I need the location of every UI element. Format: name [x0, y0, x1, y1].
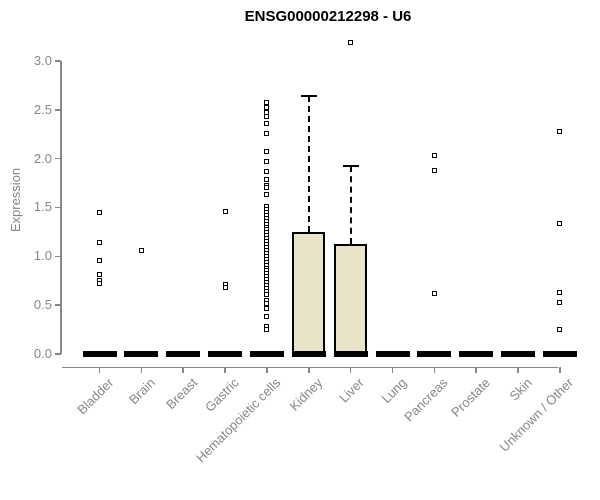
outlier-marker	[97, 240, 102, 246]
y-tick	[55, 206, 61, 209]
outlier-marker	[431, 167, 437, 173]
y-tick	[55, 304, 61, 306]
y-tick-label: 2.5	[33, 101, 52, 117]
y-tick	[55, 255, 61, 258]
outlier-marker	[264, 120, 270, 126]
outlier-marker	[264, 130, 270, 136]
x-tick	[559, 367, 561, 373]
zero-bar	[291, 351, 326, 357]
zero-bar	[333, 351, 368, 357]
outlier-marker	[557, 128, 563, 134]
y-tick-label: 2.0	[33, 150, 52, 166]
outlier-marker	[97, 257, 102, 263]
outlier-marker	[348, 39, 354, 45]
whisker	[307, 96, 310, 232]
outlier-marker	[264, 105, 270, 111]
outlier-marker	[431, 290, 437, 296]
x-tick-label: Liver	[336, 375, 368, 406]
outlier-marker	[264, 300, 270, 306]
boxplot-box	[292, 231, 326, 354]
whisker	[349, 166, 352, 244]
outlier-marker	[557, 299, 563, 305]
y-tick	[55, 109, 61, 111]
x-tick	[517, 367, 519, 373]
zero-bar	[417, 351, 452, 357]
outlier-marker	[557, 289, 563, 295]
outlier-marker	[557, 327, 563, 333]
outlier-marker	[264, 291, 270, 297]
y-tick	[55, 60, 61, 62]
y-tick-label: 0.0	[33, 346, 52, 361]
outlier-marker	[431, 153, 437, 159]
x-tick	[224, 367, 226, 373]
zero-bar	[542, 351, 577, 357]
whisker-cap	[342, 165, 359, 168]
outlier-marker	[97, 281, 102, 287]
outlier-marker	[264, 327, 270, 333]
zero-bar	[208, 351, 243, 357]
x-axis-line	[62, 366, 558, 368]
x-tick	[349, 367, 352, 373]
outlier-marker	[264, 305, 270, 311]
outlier-marker	[264, 176, 270, 182]
outlier-marker	[97, 272, 102, 278]
zero-bar	[459, 351, 494, 357]
x-tick	[475, 367, 477, 373]
outlier-marker	[264, 100, 270, 106]
outlier-marker	[222, 285, 228, 291]
x-tick-label: Pancreas	[401, 375, 451, 425]
outlier-marker	[264, 149, 270, 155]
outlier-marker	[264, 192, 270, 198]
x-tick-label: Bladder	[73, 375, 117, 418]
whisker-cap	[300, 95, 317, 98]
zero-bar	[249, 351, 284, 357]
outlier-marker	[97, 209, 102, 215]
x-tick	[433, 367, 436, 373]
outlier-marker	[138, 247, 144, 253]
zero-bar	[124, 351, 159, 357]
zero-bar	[501, 351, 536, 357]
x-tick	[182, 367, 184, 373]
outlier-marker	[264, 168, 270, 174]
x-tick-label: Skin	[506, 375, 535, 404]
x-tick-label: Breast	[162, 375, 200, 413]
x-tick	[98, 367, 101, 373]
zero-bar	[375, 351, 410, 357]
y-tick-label: 1.5	[33, 199, 52, 215]
outlier-marker	[264, 159, 270, 165]
x-tick	[308, 367, 310, 373]
x-tick-label: Brain	[125, 375, 158, 408]
x-tick	[266, 367, 268, 373]
boxplot-box	[334, 243, 368, 354]
x-tick-label: Unknown / Other	[496, 375, 577, 455]
x-tick-label: Lung	[378, 375, 410, 407]
x-tick	[140, 367, 143, 373]
x-tick	[391, 367, 394, 373]
y-tick	[55, 157, 61, 160]
y-tick-label: 3.0	[33, 52, 52, 68]
y-tick-label: 0.5	[33, 297, 52, 313]
outlier-marker	[264, 114, 270, 120]
y-tick	[55, 353, 61, 355]
outlier-marker	[264, 185, 270, 191]
x-tick-label: Kidney	[286, 375, 326, 414]
outlier-marker	[222, 208, 228, 214]
outlier-marker	[264, 314, 270, 320]
x-tick-label: Prostate	[448, 375, 493, 420]
zero-bar	[82, 351, 117, 357]
zero-bar	[166, 351, 201, 357]
y-tick-label: 1.0	[33, 248, 52, 264]
chart-title: ENSG00000212298 - U6	[244, 8, 412, 25]
x-tick-label: Gastric	[201, 375, 242, 415]
outlier-marker	[557, 220, 563, 226]
